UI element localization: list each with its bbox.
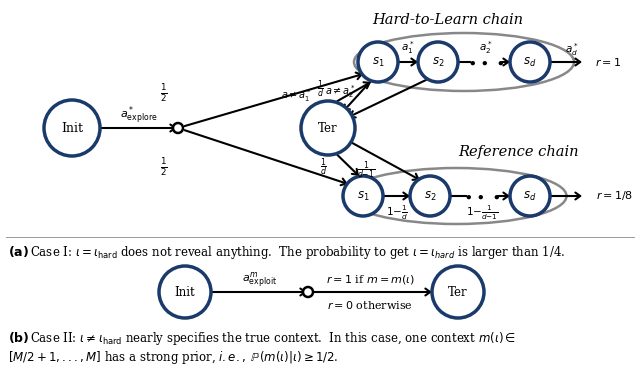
Text: $\frac{1}{2}$: $\frac{1}{2}$ [160,156,168,178]
Text: $s_2$: $s_2$ [432,56,444,69]
Circle shape [510,42,550,82]
Circle shape [44,100,100,156]
Text: Ter: Ter [318,121,338,134]
Circle shape [418,42,458,82]
Text: $\mathbf{(b)}$: $\mathbf{(b)}$ [8,330,29,345]
Text: $a^*_d$: $a^*_d$ [565,42,579,58]
Text: $s_d$: $s_d$ [524,56,537,69]
Text: $s_2$: $s_2$ [424,190,436,203]
Circle shape [343,176,383,216]
Text: $1{-}\frac{1}{d}$: $1{-}\frac{1}{d}$ [385,204,408,222]
Circle shape [358,42,398,82]
Text: $a \neq a^*_1$: $a \neq a^*_1$ [280,88,312,105]
Text: $a^m_{\rm exploit}$: $a^m_{\rm exploit}$ [242,270,277,290]
Text: $a \neq a^*_2$: $a \neq a^*_2$ [324,83,355,100]
Text: Case I: $\iota = \iota_{\rm hard}$ does not reveal anything.  The probability to: Case I: $\iota = \iota_{\rm hard}$ does … [30,244,565,261]
Circle shape [159,266,211,318]
Text: $a^*_1$: $a^*_1$ [401,39,415,56]
Text: $r{=}1$: $r{=}1$ [595,56,621,68]
Text: $a^*_2$: $a^*_2$ [479,39,493,56]
Text: $\frac{1}{d}$: $\frac{1}{d}$ [319,156,326,178]
Circle shape [432,266,484,318]
Text: $\bullet\bullet\bullet$: $\bullet\bullet\bullet$ [467,56,504,70]
Text: $r{=}0$ otherwise: $r{=}0$ otherwise [327,299,413,311]
Text: Init: Init [61,121,83,134]
Text: $s_1$: $s_1$ [372,56,384,69]
Text: $a^*_{\rm explore}$: $a^*_{\rm explore}$ [120,105,158,127]
Text: Init: Init [175,285,195,298]
Circle shape [173,123,183,133]
Text: Case II: $\iota \neq \iota_{\rm hard}$ nearly specifies the true context.  In th: Case II: $\iota \neq \iota_{\rm hard}$ n… [30,330,516,347]
Circle shape [510,176,550,216]
Text: Reference chain: Reference chain [458,145,579,159]
Circle shape [301,101,355,155]
Text: $\frac{1}{d}$: $\frac{1}{d}$ [317,78,323,100]
Text: $\bullet\bullet\bullet$: $\bullet\bullet\bullet$ [463,190,500,204]
Text: $\frac{1}{d{-}1}$: $\frac{1}{d{-}1}$ [356,159,375,181]
Text: $r{=}1/8$: $r{=}1/8$ [596,190,633,203]
Text: $s_d$: $s_d$ [524,190,537,203]
Text: $s_1$: $s_1$ [356,190,369,203]
Text: $r{=}1$ if $m = m(\iota)$: $r{=}1$ if $m = m(\iota)$ [326,272,415,285]
Circle shape [410,176,450,216]
Text: $\mathbf{(a)}$: $\mathbf{(a)}$ [8,244,29,259]
Text: $[M/2+1,...,M]$ has a strong prior, $i.e.,$ $\mathbb{P}(m(\iota)|\iota) \geq 1/2: $[M/2+1,...,M]$ has a strong prior, $i.e… [8,349,339,366]
Circle shape [303,287,313,297]
Text: Ter: Ter [448,285,468,298]
Text: $\frac{1}{2}$: $\frac{1}{2}$ [160,82,168,104]
Text: $1{-}\frac{1}{d{-}1}$: $1{-}\frac{1}{d{-}1}$ [466,204,499,222]
Text: Hard-to-Learn chain: Hard-to-Learn chain [372,13,524,27]
